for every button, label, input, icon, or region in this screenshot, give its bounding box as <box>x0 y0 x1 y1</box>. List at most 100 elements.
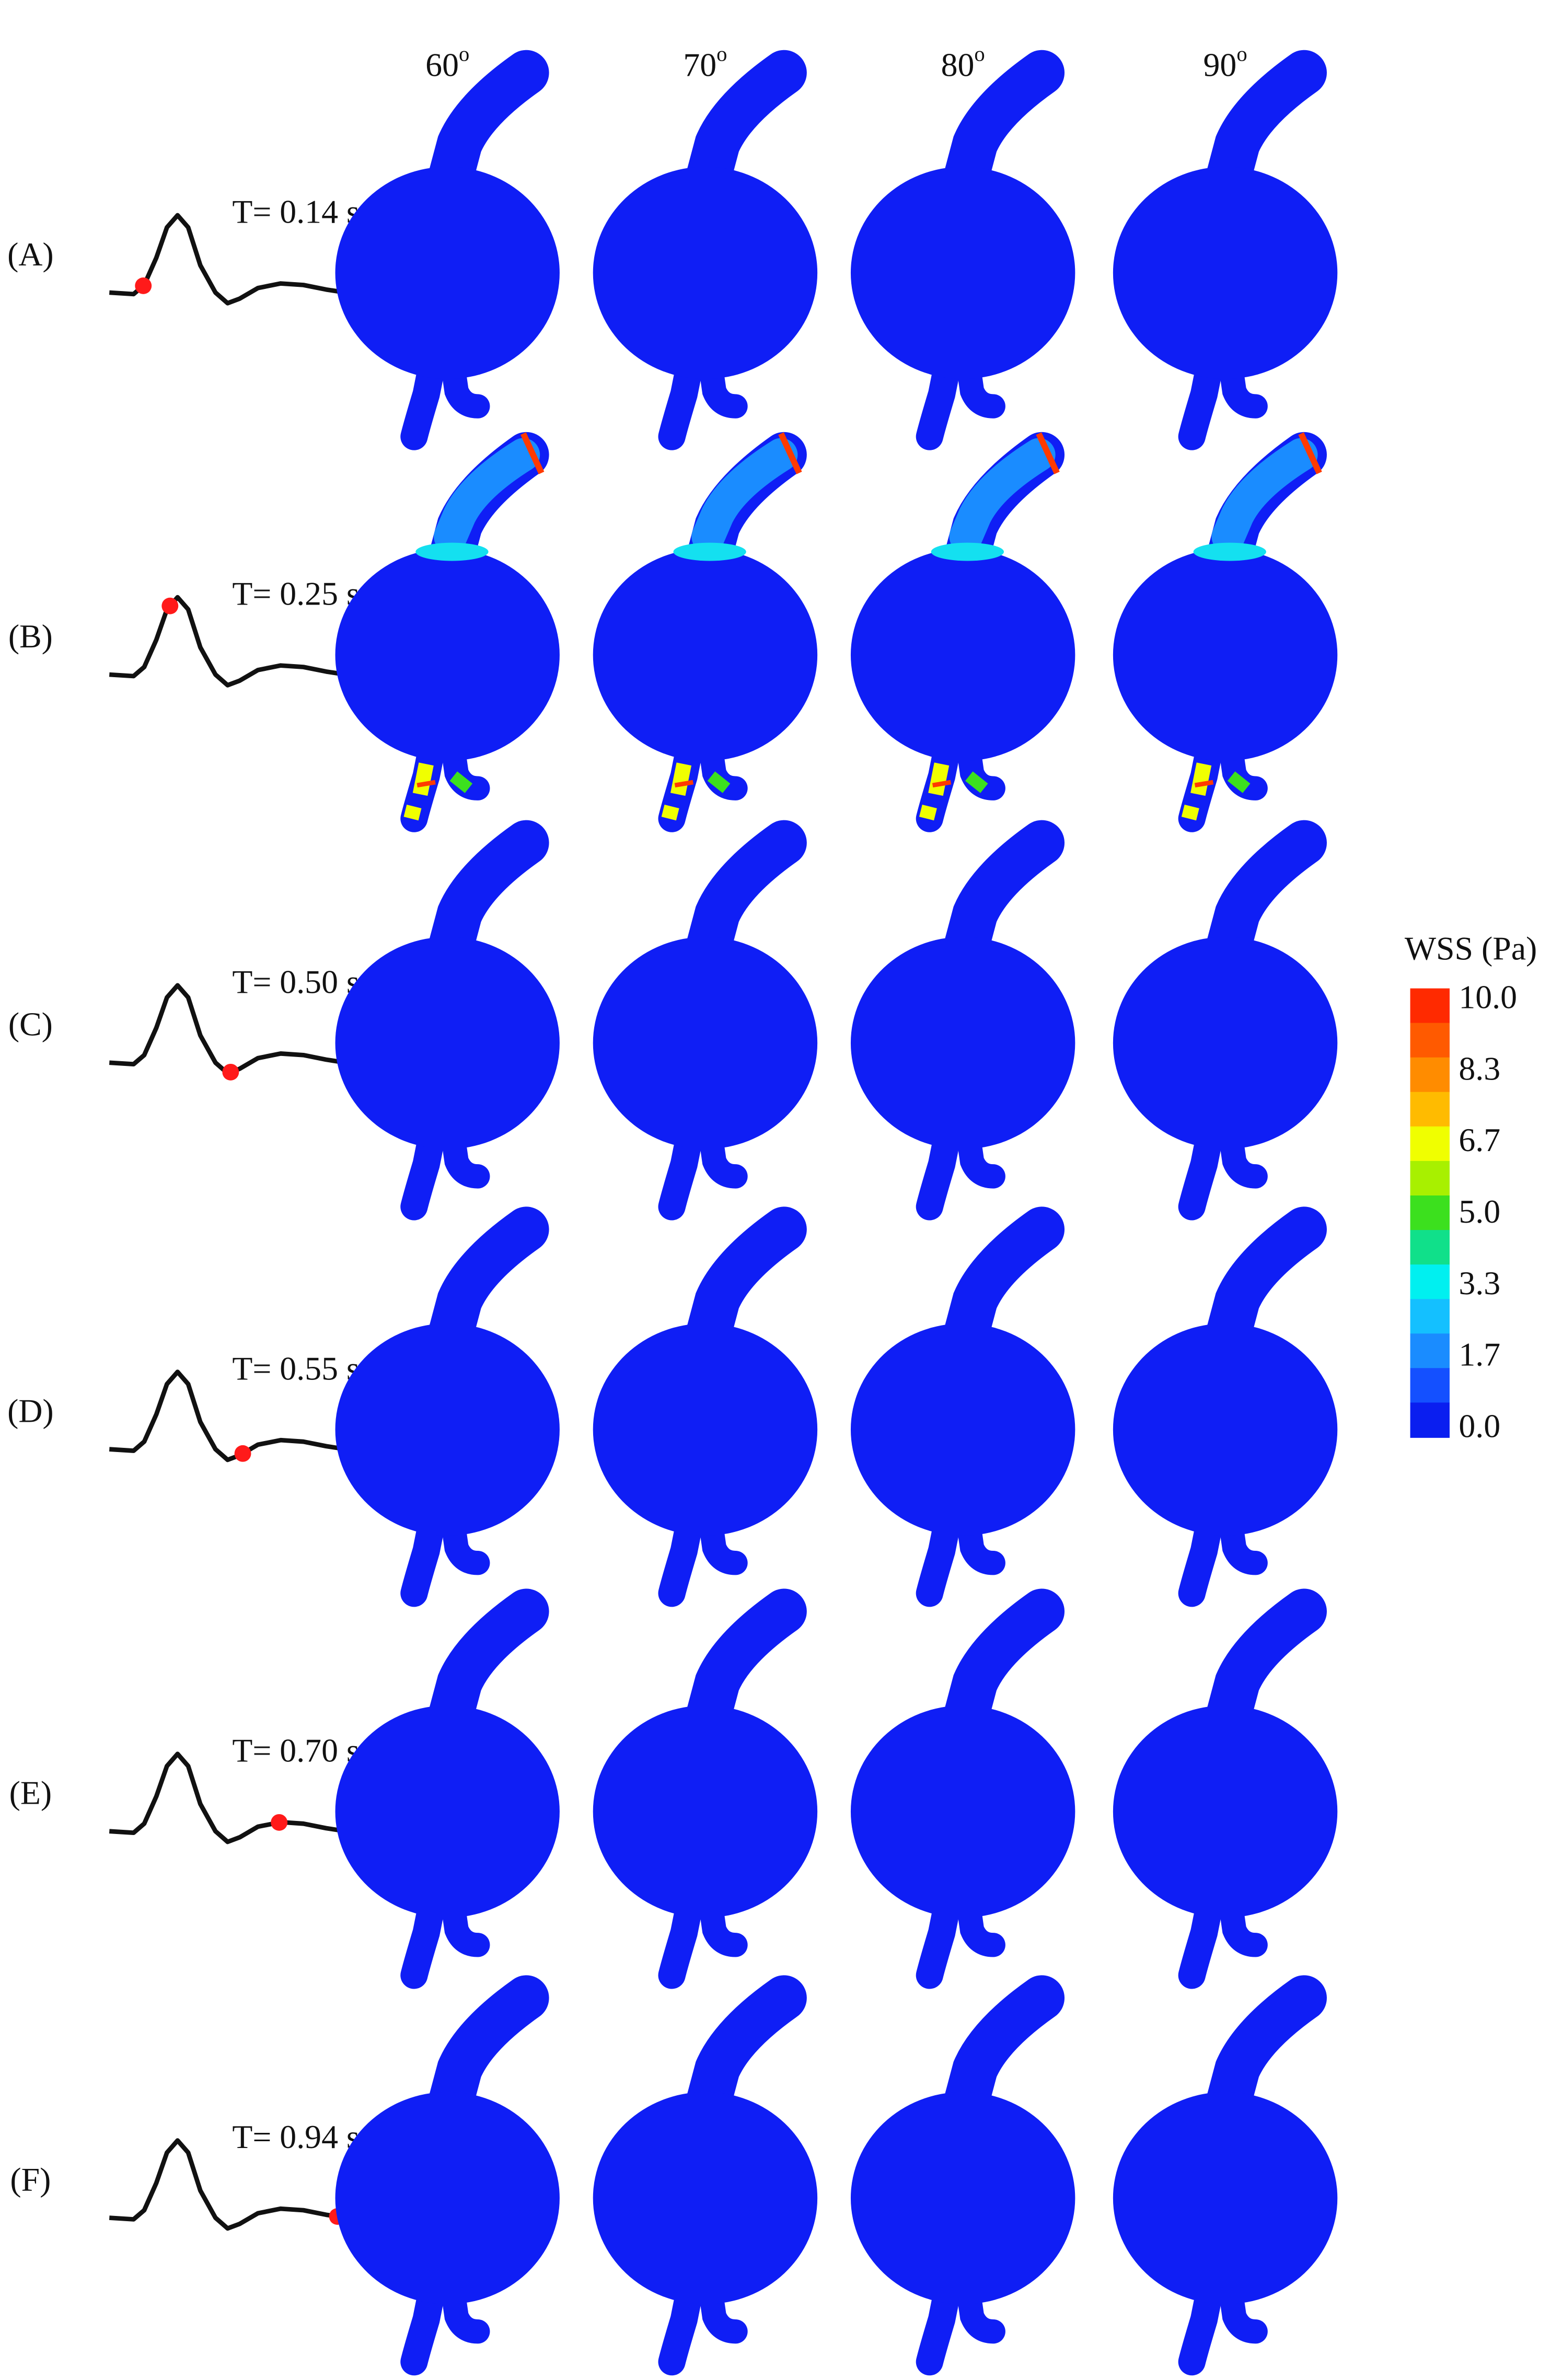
vessel-lower-left <box>1178 1105 1227 1221</box>
waveform <box>109 1369 346 1462</box>
outlet-rim <box>520 432 545 474</box>
vessel-lower-right <box>954 1106 1005 1189</box>
angle-superscript: o <box>974 42 985 66</box>
vessel-upper <box>424 1975 549 2138</box>
row-label: (F) <box>10 2161 51 2198</box>
branch-wss-red <box>416 780 436 788</box>
waveform <box>109 2138 346 2231</box>
column-header: 70o <box>683 42 727 84</box>
waveform <box>109 213 346 306</box>
high-wss-tube <box>1211 438 1318 553</box>
angle-value: 80 <box>941 46 975 83</box>
time-marker <box>161 597 179 614</box>
colorbar-segment <box>1410 1264 1450 1300</box>
branch-wss-red <box>932 780 952 788</box>
vessel-lower-left <box>658 2260 707 2376</box>
aneurysm-sac <box>335 167 560 379</box>
vessel-upper <box>940 1588 1065 1751</box>
branch-wss-green <box>449 771 473 793</box>
neck-band <box>1193 542 1266 561</box>
aneurysm-sac <box>335 549 560 761</box>
vessel-lower-right <box>438 2261 490 2344</box>
colorbar-tick-label: 10.0 <box>1459 978 1517 1015</box>
aneurysm-sac <box>1113 167 1338 379</box>
aneurysm-sac <box>593 549 818 761</box>
aneurysm-model <box>850 50 1075 450</box>
aneurysm-model <box>1113 50 1338 450</box>
aneurysm-model <box>850 1975 1075 2376</box>
waveform <box>109 595 346 688</box>
waveform <box>109 1751 346 1844</box>
colorbar-segment <box>1410 1402 1450 1438</box>
vessel-lower-left <box>916 1105 965 1221</box>
aneurysm-sac <box>593 167 818 379</box>
aneurysm-sac <box>1113 2092 1338 2304</box>
branch-wss <box>661 762 692 821</box>
vessel-lower-right <box>438 1875 490 1957</box>
aneurysm-sac <box>850 1323 1075 1536</box>
vessel-lower-right <box>438 336 490 419</box>
vessel-lower-right <box>696 1106 748 1189</box>
colorbar-title: WSS (Pa) <box>1405 930 1537 967</box>
vessel-upper <box>424 820 549 983</box>
angle-superscript: o <box>716 42 727 66</box>
colorbar-tick-label: 1.7 <box>1459 1336 1500 1373</box>
time-label: T= 0.55 s <box>232 1350 359 1387</box>
aneurysm-model <box>593 1588 818 1989</box>
aneurysm-model <box>335 1588 560 1989</box>
aneurysm-model <box>1113 432 1338 832</box>
branch-wss-red <box>1194 780 1214 788</box>
time-label: T= 0.25 s <box>232 575 359 612</box>
branch-wss <box>1181 762 1212 821</box>
time-label: T= 0.70 s <box>232 1732 359 1769</box>
vessel-upper <box>940 1975 1065 2138</box>
vessel-lower-left <box>658 1105 707 1221</box>
angle-value: 90 <box>1204 46 1237 83</box>
neck-band <box>931 542 1004 561</box>
vessel-lower-right <box>1216 1875 1268 1957</box>
aneurysm-model <box>335 1206 560 1607</box>
colorbar-segment <box>1410 1195 1450 1231</box>
time-marker <box>271 1814 288 1831</box>
colorbar-segment <box>1410 1092 1450 1128</box>
vessel-lower-right <box>438 1493 490 1575</box>
time-label: T= 0.94 s <box>232 2118 359 2155</box>
branch-wss-green <box>965 771 988 793</box>
vessel-lower-left <box>658 335 707 450</box>
vessel-lower-left <box>1178 2260 1227 2376</box>
vessel-lower-right <box>954 1875 1005 1957</box>
vessel-upper <box>1202 820 1327 983</box>
vessel-lower-left <box>658 1491 707 1607</box>
vessel-lower-right <box>1216 1106 1268 1189</box>
aneurysm-sac <box>593 2092 818 2304</box>
colorbar-tick-label: 0.0 <box>1459 1408 1500 1445</box>
row-label: (A) <box>7 236 54 273</box>
aneurysm-sac <box>1113 1323 1338 1536</box>
aneurysm-model <box>850 1206 1075 1607</box>
column-header: 60o <box>425 42 469 84</box>
vessel-lower-left <box>916 335 965 450</box>
neck-band <box>673 542 746 561</box>
aneurysm-sac <box>850 167 1075 379</box>
vessel-lower-left <box>916 1873 965 1989</box>
high-wss-tube <box>434 438 540 553</box>
row-label: (C) <box>8 1006 53 1043</box>
vessel-upper <box>1202 1588 1327 1751</box>
vessel-lower-right <box>696 1875 748 1957</box>
vessel-upper <box>424 50 549 213</box>
vessel-lower-left <box>916 2260 965 2376</box>
vessel-upper <box>682 1588 807 1751</box>
column-header: 80o <box>941 42 985 84</box>
aneurysm-sac <box>850 936 1075 1150</box>
time-marker <box>135 277 152 294</box>
high-wss-tube <box>949 438 1056 553</box>
vessel-lower-right <box>696 1493 748 1575</box>
row-label: (E) <box>9 1774 52 1812</box>
time-label: T= 0.50 s <box>232 963 359 1000</box>
aneurysm-model <box>1113 1206 1338 1607</box>
vessel-lower-left <box>916 1491 965 1607</box>
aneurysm-model <box>1113 1975 1338 2376</box>
aneurysm-sac <box>335 1323 560 1536</box>
vessel-upper <box>682 1206 807 1369</box>
colorbar-segment <box>1410 1023 1450 1059</box>
